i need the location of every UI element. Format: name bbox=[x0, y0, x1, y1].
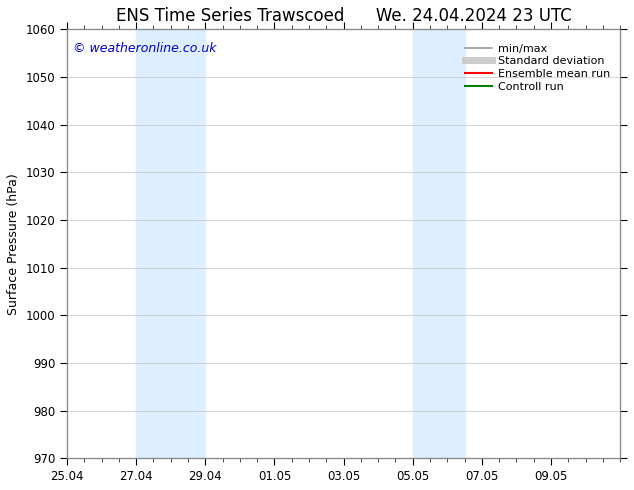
Text: © weatheronline.co.uk: © weatheronline.co.uk bbox=[72, 42, 216, 55]
Legend: min/max, Standard deviation, Ensemble mean run, Controll run: min/max, Standard deviation, Ensemble me… bbox=[460, 39, 614, 97]
Title: ENS Time Series Trawscoed      We. 24.04.2024 23 UTC: ENS Time Series Trawscoed We. 24.04.2024… bbox=[116, 7, 571, 25]
Bar bbox=[413, 29, 465, 458]
Bar bbox=[136, 29, 205, 458]
Y-axis label: Surface Pressure (hPa): Surface Pressure (hPa) bbox=[7, 173, 20, 315]
